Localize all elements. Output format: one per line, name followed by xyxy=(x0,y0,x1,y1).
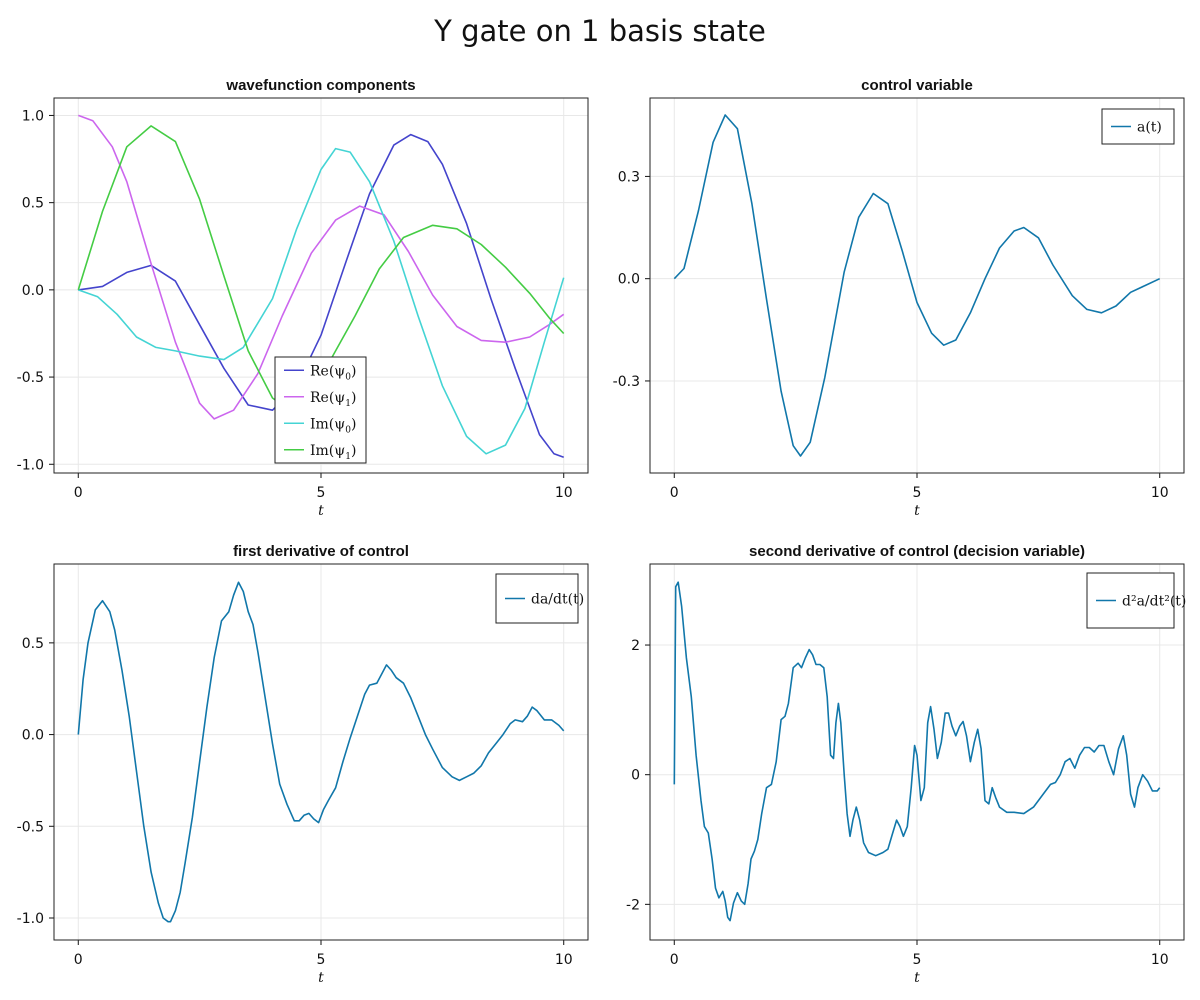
legend-label-4: Im(ψ1) xyxy=(310,443,356,462)
plot-frame xyxy=(53,97,589,474)
y-tick-label: 0.5 xyxy=(22,636,44,652)
series-line-1 xyxy=(77,581,565,923)
plot-frame xyxy=(53,563,589,941)
x-tick-label: 10 xyxy=(555,952,573,968)
series-line-3 xyxy=(78,147,565,455)
legend-label-1: a(t) xyxy=(1137,120,1162,136)
y-tick-label: 0 xyxy=(631,768,640,784)
y-tick-label: -0.3 xyxy=(613,374,640,390)
y-tick-label: 1.0 xyxy=(22,108,44,124)
legend-box xyxy=(274,356,367,464)
y-tick-label: -2 xyxy=(626,897,640,913)
series-line-1 xyxy=(673,114,1161,457)
y-tick-label: -0.5 xyxy=(17,819,44,835)
y-tick-label: 0.5 xyxy=(22,196,44,212)
legend-label-1: Re(ψ0) xyxy=(310,363,356,382)
x-tick-label: 5 xyxy=(317,485,326,501)
legend-label-2: Re(ψ1) xyxy=(310,390,356,409)
x-tick-label: 10 xyxy=(1151,485,1169,501)
panel-title: first derivative of control xyxy=(233,543,409,560)
figure-title: Y gate on 1 basis state xyxy=(434,14,766,48)
x-tick-label: 0 xyxy=(670,952,679,968)
y-tick-label: 0.3 xyxy=(618,169,640,185)
legend-label-1: d²a/dt²(t) xyxy=(1122,594,1186,610)
legend: d²a/dt²(t) xyxy=(1086,572,1186,629)
x-tick-label: 5 xyxy=(913,952,922,968)
y-tick-label: 0.0 xyxy=(618,272,640,288)
y-tick-label: 0.0 xyxy=(22,283,44,299)
x-tick-label: 10 xyxy=(555,485,573,501)
x-axis-label: t xyxy=(914,970,920,986)
panel-title: second derivative of control (decision v… xyxy=(749,543,1085,560)
plot-frame xyxy=(649,563,1185,941)
x-axis-label: t xyxy=(914,503,920,519)
legend: da/dt(t) xyxy=(495,573,584,624)
y-tick-label: 2 xyxy=(631,638,640,654)
y-tick-label: -1.0 xyxy=(17,911,44,927)
y-tick-label: 0.0 xyxy=(22,728,44,744)
x-tick-label: 0 xyxy=(74,952,83,968)
y-tick-label: -1.0 xyxy=(17,457,44,473)
legend: Re(ψ0) Re(ψ1) Im(ψ0) Im(ψ1) xyxy=(274,356,367,464)
chart-panel-2: 0 5 10 -0.3 0.0 0.3 control variable t a(t) xyxy=(613,77,1185,519)
x-tick-label: 10 xyxy=(1151,952,1169,968)
legend: a(t) xyxy=(1101,108,1175,145)
x-tick-label: 0 xyxy=(74,485,83,501)
x-tick-label: 0 xyxy=(670,485,679,501)
plot-frame xyxy=(649,97,1185,474)
y-tick-label: -0.5 xyxy=(17,370,44,386)
x-tick-label: 5 xyxy=(317,952,326,968)
chart-panel-4: 0 5 10 -2 0 2 second derivative of control (de… xyxy=(626,543,1186,986)
x-axis-label: t xyxy=(318,970,324,986)
chart-panel-1: 0 5 10 -1.0 -0.5 0.0 0.5 1.0 wavefunction compon… xyxy=(17,77,589,519)
legend-label-1: da/dt(t) xyxy=(531,592,584,608)
chart-panel-3: 0 5 10 -1.0 -0.5 0.0 0.5 first derivative of co… xyxy=(17,543,589,986)
panel-title: control variable xyxy=(861,77,973,94)
x-axis-label: t xyxy=(318,503,324,519)
legend-label-3: Im(ψ0) xyxy=(310,416,356,435)
x-tick-label: 5 xyxy=(913,485,922,501)
series-line-1 xyxy=(78,133,564,459)
panel-title: wavefunction components xyxy=(225,77,415,94)
series-line-2 xyxy=(78,114,565,420)
series-line-1 xyxy=(673,581,1161,922)
